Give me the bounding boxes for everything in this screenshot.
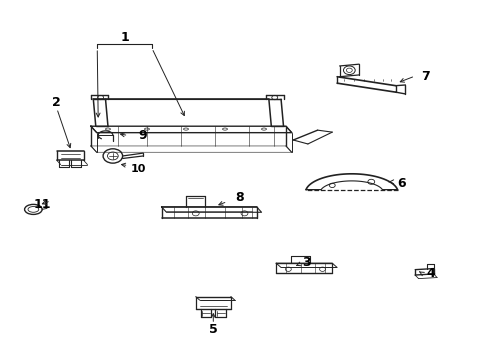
Text: 8: 8: [235, 192, 244, 204]
Text: 9: 9: [139, 129, 147, 142]
Text: 10: 10: [130, 163, 145, 174]
Text: 1: 1: [121, 31, 129, 44]
Text: 2: 2: [52, 96, 61, 109]
Text: 6: 6: [396, 177, 405, 190]
Text: 5: 5: [208, 323, 217, 336]
Text: 4: 4: [426, 267, 434, 280]
Text: 11: 11: [33, 198, 51, 211]
Text: 3: 3: [302, 256, 310, 269]
Text: 7: 7: [421, 69, 429, 82]
